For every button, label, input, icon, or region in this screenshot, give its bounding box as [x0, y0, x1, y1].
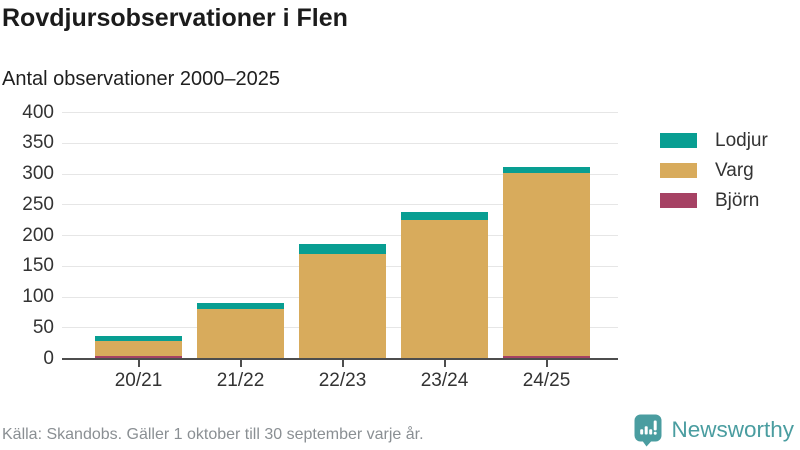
y-tick-label: 350 — [22, 132, 54, 154]
y-tick-label: 400 — [22, 101, 54, 123]
bar-segment-varg — [503, 172, 590, 356]
x-tick-label: 23/24 — [420, 370, 469, 391]
newsworthy-logo: Newsworthy — [633, 413, 794, 447]
legend-item: Björn — [660, 191, 768, 210]
newsworthy-bubble-chart-icon — [634, 414, 662, 447]
y-tick-label: 50 — [32, 316, 54, 338]
bar-segment-bjorn — [503, 355, 590, 358]
bar-segment-varg — [95, 341, 182, 357]
legend-swatch-bjorn — [660, 193, 697, 208]
bar-segment-lodjur — [197, 302, 284, 310]
source-note: Källa: Skandobs. Gäller 1 oktober till 3… — [2, 426, 424, 443]
x-tick — [341, 360, 344, 367]
grid-line — [62, 142, 618, 144]
x-tick — [443, 360, 446, 367]
bar-segment-varg — [299, 254, 386, 358]
bar-segment-bjorn — [95, 356, 182, 358]
grid-line — [62, 204, 618, 206]
y-tick-label: 0 — [43, 347, 54, 369]
bar-segment-varg — [197, 309, 284, 358]
x-tick — [239, 360, 242, 367]
grid-line — [62, 235, 618, 236]
legend-item: Varg — [660, 161, 768, 180]
x-tick — [137, 360, 140, 367]
y-tick-label: 300 — [22, 163, 54, 184]
legend-label: Lodjur — [715, 130, 768, 151]
x-tick-label: 21/22 — [216, 370, 265, 391]
newsworthy-wordmark: Newsworthy — [671, 417, 794, 442]
y-tick-label: 250 — [22, 193, 54, 215]
legend-item: Lodjur — [660, 131, 768, 150]
y-tick-label: 100 — [22, 286, 54, 307]
bar-segment-varg — [401, 219, 488, 358]
legend-swatch-varg — [660, 163, 697, 178]
x-axis-line — [62, 358, 618, 360]
legend-label: Varg — [715, 160, 754, 181]
x-tick — [545, 360, 548, 367]
legend-label: Björn — [715, 190, 760, 211]
x-tick-label: 20/21 — [114, 370, 163, 391]
y-tick-label: 150 — [22, 255, 54, 277]
chart-subtitle: Antal observationer 2000–2025 — [2, 68, 280, 90]
grid-line — [62, 173, 618, 175]
grid-line — [62, 112, 618, 113]
x-tick-label: 24/25 — [522, 370, 571, 391]
bar-segment-lodjur — [95, 335, 182, 342]
x-tick-label: 22/23 — [318, 370, 367, 391]
plot-area — [62, 112, 618, 358]
y-tick-label: 200 — [22, 224, 54, 246]
legend: Lodjur Varg Björn — [660, 131, 768, 221]
legend-swatch-lodjur — [660, 133, 697, 148]
bar-segment-lodjur — [299, 244, 386, 255]
bar-segment-lodjur — [401, 211, 488, 220]
chart-title: Rovdjursobservationer i Flen — [2, 4, 348, 32]
bar-segment-lodjur — [503, 167, 590, 173]
